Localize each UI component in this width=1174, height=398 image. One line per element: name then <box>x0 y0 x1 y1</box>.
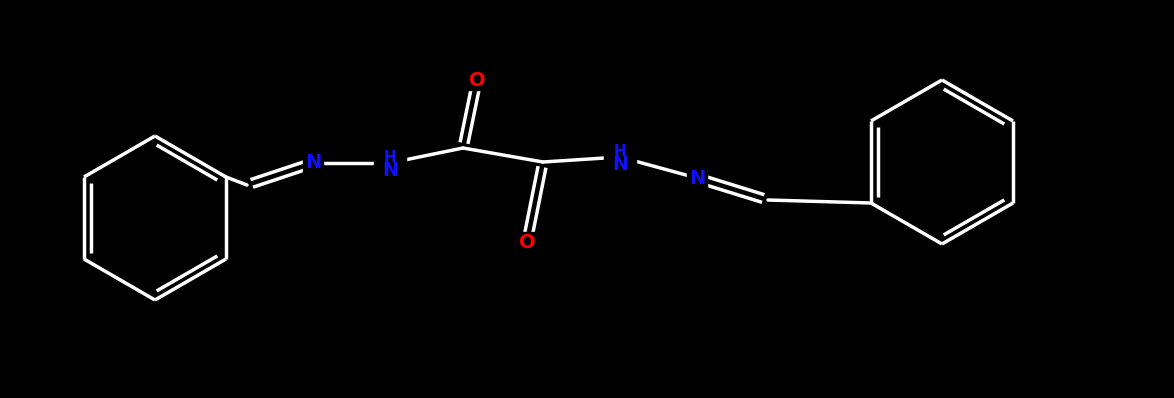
Text: H: H <box>384 150 397 164</box>
Bar <box>517 232 537 252</box>
Bar <box>467 70 487 90</box>
Text: N: N <box>612 154 628 174</box>
Text: O: O <box>519 232 535 252</box>
Text: O: O <box>468 70 485 90</box>
Text: N: N <box>689 168 706 187</box>
Text: N: N <box>305 154 322 172</box>
Text: H: H <box>614 144 627 158</box>
Bar <box>303 153 323 173</box>
Bar <box>603 143 636 171</box>
Bar <box>375 149 406 177</box>
Bar <box>687 168 707 188</box>
Text: N: N <box>382 160 398 179</box>
